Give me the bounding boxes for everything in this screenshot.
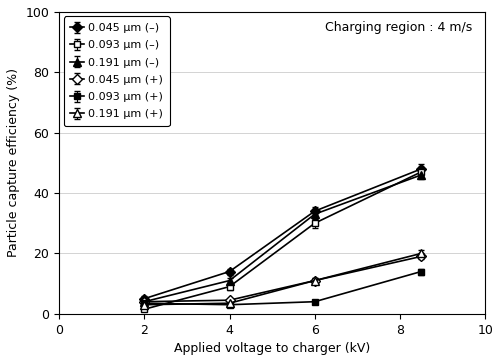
Text: Charging region : 4 m/s: Charging region : 4 m/s [325, 21, 472, 34]
X-axis label: Applied voltage to charger (kV): Applied voltage to charger (kV) [174, 342, 370, 355]
Legend: 0.045 μm (–), 0.093 μm (–), 0.191 μm (–), 0.045 μm (+), 0.093 μm (+), 0.191 μm (: 0.045 μm (–), 0.093 μm (–), 0.191 μm (–)… [64, 16, 170, 126]
Y-axis label: Particle capture efficiency (%): Particle capture efficiency (%) [7, 68, 20, 257]
